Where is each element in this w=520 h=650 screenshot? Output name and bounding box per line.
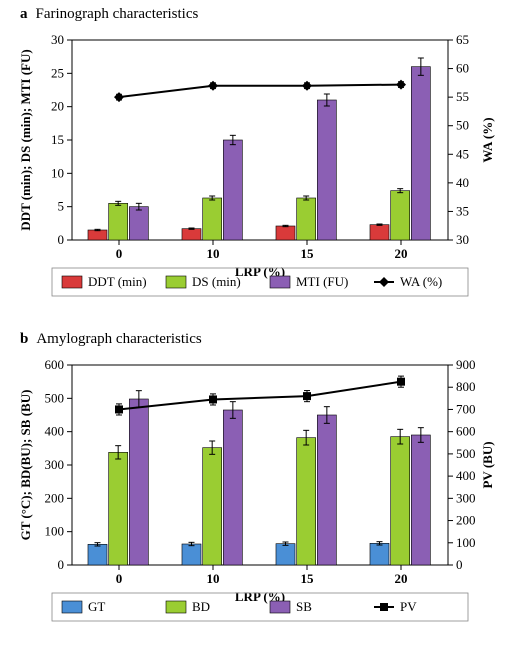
xtick: 0 — [116, 571, 123, 586]
ytick-left: 0 — [58, 557, 65, 572]
bar-GT — [182, 544, 201, 565]
bar-MTI — [317, 100, 336, 240]
legend-swatch — [270, 276, 290, 288]
ytick-right: 300 — [456, 490, 476, 505]
legend-label: PV — [400, 599, 417, 614]
ytick-left: 600 — [45, 357, 65, 372]
ytick-right: 50 — [456, 118, 469, 133]
ytick-left: 5 — [58, 199, 65, 214]
bar-SB — [317, 415, 336, 565]
bar-DS — [297, 198, 316, 240]
panel-letter: a — [20, 6, 28, 22]
chart-svg: 05101520253030354045505560650101520LRP (… — [0, 0, 520, 320]
bar-BD — [391, 437, 410, 565]
xtick: 15 — [301, 246, 315, 261]
bar-DDT — [182, 229, 201, 240]
bar-DDT — [88, 230, 107, 240]
ytick-right: 200 — [456, 513, 476, 528]
legend-label: DDT (min) — [88, 274, 147, 289]
legend-label: WA (%) — [400, 274, 442, 289]
ytick-left: 100 — [45, 524, 65, 539]
ytick-right: 40 — [456, 175, 469, 190]
y-axis-left-label: DDT (min); DS (min); MTI (FU) — [18, 49, 33, 230]
ytick-left: 30 — [51, 32, 64, 47]
bar-GT — [276, 544, 295, 565]
ytick-left: 15 — [51, 132, 64, 147]
ytick-right: 30 — [456, 232, 469, 247]
xtick: 15 — [301, 571, 315, 586]
xtick: 20 — [395, 571, 408, 586]
legend-label: SB — [296, 599, 312, 614]
ytick-right: 35 — [456, 203, 469, 218]
panel-title: b Amylograph characteristics — [20, 331, 202, 348]
legend-swatch — [62, 276, 82, 288]
ytick-right: 0 — [456, 557, 463, 572]
legend-label: DS (min) — [192, 274, 241, 289]
legend-swatch — [270, 601, 290, 613]
ytick-right: 55 — [456, 89, 469, 104]
panel-a: a Farinograph characteristics 0 5 10 15 20 25 30… — [0, 0, 520, 325]
ytick-right: 45 — [456, 146, 469, 161]
bar-BD — [109, 452, 128, 565]
bar-GT — [88, 544, 107, 565]
marker — [303, 392, 311, 400]
panel-letter: b — [20, 331, 28, 347]
ytick-right: 400 — [456, 468, 476, 483]
ytick-right: 600 — [456, 424, 476, 439]
bar-DDT — [276, 226, 295, 240]
ytick-left: 400 — [45, 424, 65, 439]
xtick: 20 — [395, 246, 408, 261]
y-axis-right-label: PV (BU) — [480, 441, 495, 488]
marker — [397, 378, 405, 386]
bar-GT — [370, 543, 389, 565]
y-axis-left-label: GT (°C); BD(BU); SB (BU) — [18, 390, 33, 541]
ytick-left: 20 — [51, 99, 64, 114]
marker — [115, 405, 123, 413]
chart-svg: 0100200300400500600010020030040050060070… — [0, 325, 520, 645]
ytick-right: 60 — [456, 61, 469, 76]
y-axis-right-label: WA (%) — [480, 117, 495, 162]
ytick-right: 100 — [456, 535, 476, 550]
bar-SB — [129, 399, 148, 565]
ytick-right: 800 — [456, 379, 476, 394]
ytick-left: 25 — [51, 65, 64, 80]
bar-MTI — [411, 67, 430, 240]
marker — [209, 395, 217, 403]
ytick-left: 500 — [45, 390, 65, 405]
figure: a Farinograph characteristics 0 5 10 15 20 25 30… — [0, 0, 520, 650]
ytick-right: 700 — [456, 401, 476, 416]
bar-MTI — [129, 207, 148, 240]
bar-DDT — [370, 225, 389, 240]
ytick-right: 65 — [456, 32, 469, 47]
ytick-left: 200 — [45, 490, 65, 505]
panel-title-text: Farinograph characteristics — [36, 6, 199, 22]
xtick: 0 — [116, 246, 123, 261]
legend-label: GT — [88, 599, 105, 614]
bar-SB — [411, 435, 430, 565]
panel-title: a Farinograph characteristics — [20, 6, 198, 23]
legend-swatch — [166, 601, 186, 613]
xtick: 10 — [207, 246, 220, 261]
ytick-left: 300 — [45, 457, 65, 472]
legend-swatch — [166, 276, 186, 288]
panel-b: bAmylograph characteristics0100200300400… — [0, 325, 520, 650]
legend-label: MTI (FU) — [296, 274, 348, 289]
bar-BD — [203, 448, 222, 565]
legend-label: BD — [192, 599, 210, 614]
xtick: 10 — [207, 571, 220, 586]
bar-SB — [223, 410, 242, 565]
ytick-left: 0 — [58, 232, 65, 247]
bar-MTI — [223, 140, 242, 240]
bar-BD — [297, 438, 316, 565]
bar-DS — [109, 203, 128, 240]
ytick-right: 500 — [456, 446, 476, 461]
legend-swatch — [62, 601, 82, 613]
ytick-right: 900 — [456, 357, 476, 372]
bar-DS — [391, 191, 410, 240]
panel-title-text: Amylograph characteristics — [36, 331, 201, 347]
ytick-left: 10 — [51, 165, 64, 180]
bar-DS — [203, 198, 222, 240]
